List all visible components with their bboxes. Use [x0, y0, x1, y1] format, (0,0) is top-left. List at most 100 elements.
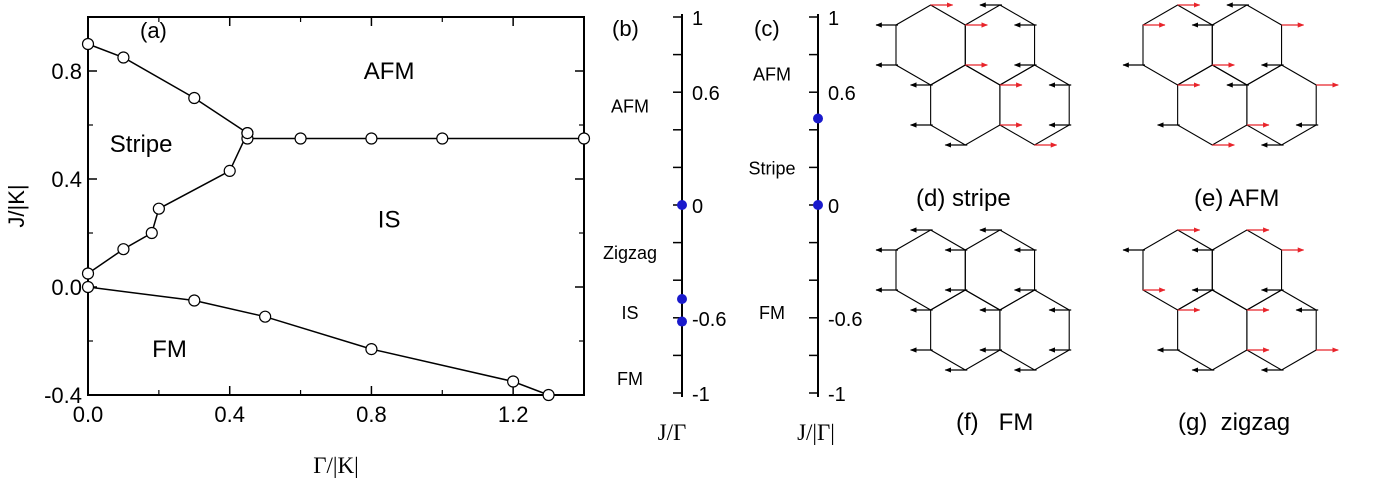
a-data-point — [542, 388, 555, 402]
a-region-label: FM — [152, 336, 187, 363]
phase-label: AFM — [611, 96, 649, 116]
a-data-point — [81, 37, 95, 51]
transition-point — [813, 113, 823, 124]
a-ytick-label: -0.4 — [44, 383, 82, 408]
spin-panel-label-g: (g) zigzag — [1178, 409, 1290, 436]
a-data-point — [294, 132, 307, 145]
phase-label: IS — [621, 303, 638, 323]
panel-b-xlabel: J/Γ — [658, 420, 687, 445]
tick-label: -1 — [692, 384, 710, 406]
panel-b-phase-labels: AFM Zigzag IS FM — [603, 96, 657, 389]
hexagon-plaquette — [1177, 64, 1248, 146]
a-region-label: AFM — [364, 58, 415, 85]
a-xtick-label: 1.2 — [498, 402, 529, 427]
panel-a-region-labels: AFM Stripe IS FM — [110, 58, 415, 363]
transition-point — [677, 200, 687, 210]
transition-point — [677, 316, 687, 327]
panel-b-points — [677, 200, 687, 327]
a-data-point — [188, 294, 201, 307]
panel-b-ticks: 1 0.6 0 -0.6 -1 — [673, 8, 726, 406]
panel-a-phase-diagram: 0.0 0.4 0.8 1.2-0.40.00.40.8 AFMStripeISFM … — [4, 16, 591, 478]
hexagon-plaquette — [1246, 64, 1317, 146]
a-data-point — [81, 280, 95, 294]
spin-config-stripe — [875, 2, 1072, 148]
a-data-point — [577, 132, 591, 145]
a-data-point — [117, 243, 130, 256]
a-data-point — [81, 267, 95, 280]
hexagon-plaquette — [964, 229, 1036, 311]
a-boundary-line-0 — [87, 43, 248, 134]
a-data-point — [117, 51, 130, 64]
panel-a-ylabel: J/|K| — [4, 184, 29, 227]
tick-label: 1 — [692, 8, 703, 30]
tick-label: 0.6 — [828, 83, 856, 105]
hexagon-plaquette — [999, 289, 1070, 371]
hexagon-plaquette — [930, 289, 1001, 371]
a-xtick-label: 0.4 — [214, 402, 245, 427]
hexagon-plaquette — [964, 4, 1036, 86]
panel-a-boundary-lines — [87, 43, 584, 396]
panel-c-points — [813, 113, 823, 210]
phase-label: FM — [759, 303, 785, 323]
tick-label: -0.6 — [692, 309, 726, 331]
panel-c-ticks: 1 0.6 0 -0.6 -1 — [809, 8, 862, 406]
a-data-point — [365, 132, 378, 145]
a-data-point — [365, 343, 378, 356]
a-region-label: Stripe — [110, 131, 173, 158]
panel-c-phase-line: (c) 1 0.6 0 -0.6 -1 AFM Stripe FM J/|Γ| — [748, 8, 862, 445]
tick-label: -0.6 — [828, 309, 862, 331]
a-xtick-label: 0.0 — [73, 402, 104, 427]
spin-panel-label-f: (f) FM — [956, 409, 1033, 436]
panel-a-frame — [87, 16, 585, 396]
transition-point — [813, 200, 823, 210]
panel-b-phase-line: (b) 1 0.6 0 -0.6 -1 AFM Zigzag IS FM J/Γ — [603, 8, 726, 445]
spin-panel-label-e: (e) AFM — [1194, 185, 1279, 212]
panel-a-ticks: 0.0 0.4 0.8 1.2-0.40.00.40.8 — [44, 17, 584, 427]
hexagon-plaquette — [1142, 4, 1213, 86]
hexagon-plaquette — [1211, 4, 1283, 86]
a-data-point — [259, 310, 272, 323]
tick-label: -1 — [828, 384, 846, 406]
a-boundary-line-3 — [87, 286, 549, 396]
phase-label: Zigzag — [603, 243, 657, 263]
panel-c-xlabel: J/|Γ| — [797, 420, 835, 445]
spin-config-zigzag — [1122, 227, 1339, 373]
a-data-point — [188, 91, 201, 105]
tick-label: 0 — [828, 196, 839, 218]
spin-config-afm — [1122, 2, 1339, 148]
a-data-point — [436, 132, 449, 145]
a-ytick-label: 0.8 — [51, 59, 82, 84]
a-data-point — [223, 164, 236, 177]
a-data-point — [145, 226, 158, 240]
phase-label: AFM — [753, 64, 791, 84]
hexagon-plaquette — [1211, 229, 1283, 311]
hexagon-plaquette — [930, 64, 1001, 146]
a-data-point — [241, 127, 254, 140]
hexagon-plaquette — [1246, 289, 1317, 371]
hexagon-plaquette — [1142, 229, 1213, 311]
hexagon-plaquette — [1177, 289, 1248, 371]
hexagon-plaquette — [999, 64, 1070, 146]
a-region-label: IS — [378, 207, 401, 234]
a-ytick-label: 0.4 — [51, 167, 82, 192]
panel-b-label: (b) — [612, 16, 639, 41]
spin-config-fm — [875, 227, 1072, 373]
a-data-point — [152, 202, 165, 215]
a-ytick-label: 0.0 — [51, 275, 82, 300]
panel-a-data-points — [81, 37, 591, 402]
a-boundary-line-2 — [87, 132, 249, 275]
panel-a-xlabel: Γ/|K| — [313, 453, 359, 478]
hexagon-plaquette — [895, 229, 966, 311]
a-data-point — [507, 375, 520, 388]
a-xtick-label: 0.8 — [356, 402, 387, 427]
phase-label: Stripe — [748, 158, 795, 178]
tick-label: 1 — [828, 8, 839, 30]
spin-panel-label-d: (d) stripe — [916, 185, 1011, 212]
transition-point — [677, 294, 687, 304]
phase-label: FM — [617, 369, 643, 389]
panel-c-label: (c) — [754, 16, 780, 41]
tick-label: 0 — [692, 196, 703, 218]
tick-label: 0.6 — [692, 83, 720, 105]
panel-c-phase-labels: AFM Stripe FM — [748, 64, 795, 323]
